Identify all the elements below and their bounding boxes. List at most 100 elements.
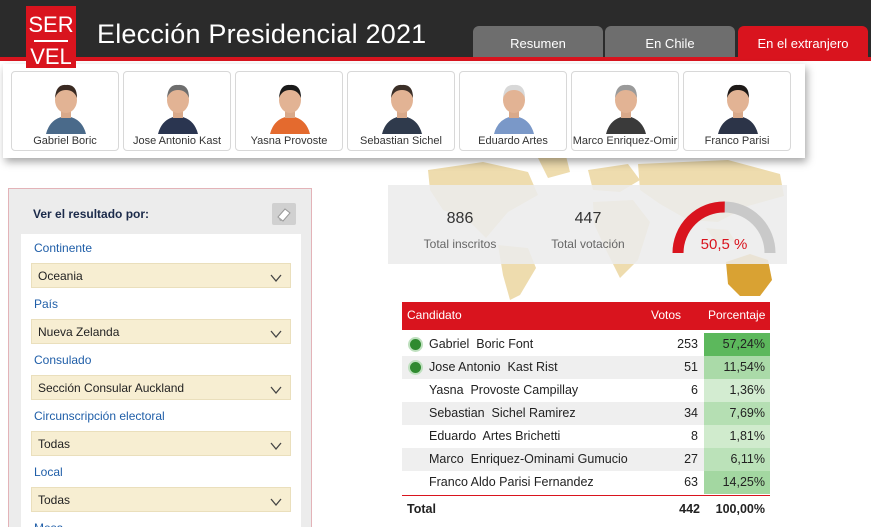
table-body: Gabriel Boric Font 253 57,24% Jose Antonio … [402,333,770,494]
candidate-photo [156,78,200,134]
table-row[interactable]: Jose Antonio Kast Rist 51 11,54% [402,356,770,379]
filter-label: Consulado [34,353,92,367]
candidate-card[interactable]: Gabriel Boric [11,71,119,151]
candidate-name: Eduardo Artes [478,135,548,147]
row-candidate-name: Franco Aldo Parisi Fernandez [429,475,594,489]
tab-resumen[interactable]: Resumen [473,26,603,57]
filter-selected-value: Oceania [38,269,83,283]
filter-label: Continente [34,241,93,255]
table-row[interactable]: Sebastian Sichel Ramirez 34 7,69% [402,402,770,425]
table-row[interactable]: Franco Aldo Parisi Fernandez 63 14,25% [402,471,770,494]
filter-panel: Ver el resultado por: Continente Oceania P… [8,188,312,527]
header-votes: Votos [651,308,682,322]
candidate-card[interactable]: Marco Enriquez-Omir [571,71,679,151]
table-row[interactable]: Eduardo Artes Brichetti 8 1,81% [402,425,770,448]
candidate-photo [604,78,648,134]
header-candidate: Candidato [407,308,462,322]
filter-dropdown[interactable]: Nueva Zelanda [31,319,291,344]
row-votes: 27 [684,452,698,466]
filter-selected-value: Sección Consular Auckland [38,381,185,395]
filter-selected-value: Todas [38,493,71,507]
row-percent: 11,54% [704,356,770,379]
status-dot-icon [408,360,423,375]
candidate-photo [716,78,760,134]
chevron-down-icon [269,325,283,339]
logo-text-bottom: VEL [30,44,72,69]
chevron-down-icon [269,493,283,507]
row-votes: 253 [677,337,698,351]
filter-label: Mesa [34,521,63,527]
filter-heading: Ver el resultado por: [33,207,150,221]
results-table: Candidato Votos Porcentaje Gabriel Boric… [402,302,770,521]
candidate-name: Yasna Provoste [250,135,328,147]
filter-dropdown[interactable]: Todas [31,431,291,456]
filter-dropdown[interactable]: Sección Consular Auckland [31,375,291,400]
row-candidate-name: Eduardo Artes Brichetti [429,429,561,443]
footer-label: Total [407,502,436,516]
participation-gauge: 50,5 % [672,201,776,254]
row-votes: 6 [691,383,698,397]
candidate-name: Gabriel Boric [33,135,97,147]
footer-votes: 442 [679,502,700,516]
map-greenland [538,156,570,178]
filter-list: Continente Oceania País Nueva Zelanda Consul… [21,234,301,527]
candidate-card[interactable]: Eduardo Artes [459,71,567,151]
table-row[interactable]: Yasna Provoste Campillay 6 1,36% [402,379,770,402]
map-oceania-highlight [726,254,772,296]
candidate-photo [380,78,424,134]
filter-dropdown[interactable]: Oceania [31,263,291,288]
chevron-down-icon [269,437,283,451]
top-header: Elección Presidencial 2021 Resumen En Ch… [0,0,871,57]
filter-selected-value: Nueva Zelanda [38,325,120,339]
row-votes: 51 [684,360,698,374]
total-votacion-value: 447 [574,210,602,227]
row-percent: 6,11% [704,448,770,471]
candidate-card[interactable]: Sebastian Sichel [347,71,455,151]
row-percent: 1,36% [704,379,770,402]
page-title: Elección Presidencial 2021 [97,19,427,49]
candidate-photo [492,78,536,134]
table-header: Candidato Votos Porcentaje [402,302,770,330]
row-candidate-name: Marco Enriquez-Ominami Gumucio [429,452,628,466]
table-row[interactable]: Marco Enriquez-Ominami Gumucio 27 6,11% [402,448,770,471]
eraser-icon[interactable] [272,203,296,225]
stats-panel: 886 Total inscritos 447 Total votación 5… [388,185,787,264]
candidate-name: Jose Antonio Kast [132,135,222,147]
row-candidate-name: Gabriel Boric Font [429,337,534,351]
filter-label: Local [34,465,63,479]
chevron-down-icon [269,269,283,283]
row-percent: 57,24% [704,333,770,356]
row-percent: 7,69% [704,402,770,425]
row-votes: 63 [684,475,698,489]
tab-en-el-extranjero[interactable]: En el extranjero [738,26,868,57]
row-candidate-name: Yasna Provoste Campillay [429,383,579,397]
gauge-fill [672,201,725,254]
chevron-down-icon [269,381,283,395]
candidate-card[interactable]: Franco Parisi [683,71,791,151]
status-dot-icon [408,337,423,352]
participation-percent: 50,5 % [701,236,748,253]
filter-selected-value: Todas [38,437,71,451]
candidate-card[interactable]: Jose Antonio Kast [123,71,231,151]
candidate-name: Sebastian Sichel [360,135,442,147]
total-inscritos-value: 886 [446,210,474,227]
table-row[interactable]: Gabriel Boric Font 253 57,24% [402,333,770,356]
tab-en-chile[interactable]: En Chile [605,26,735,57]
footer-percent: 100,00% [715,502,765,516]
filter-label: País [34,297,59,311]
table-footer: Total 442 100,00% [402,495,770,521]
candidate-photo [268,78,312,134]
filter-label: Circunscripción electoral [34,409,165,423]
header-percent: Porcentaje [708,308,766,322]
row-candidate-name: Jose Antonio Kast Rist [429,360,558,374]
candidate-card[interactable]: Yasna Provoste [235,71,343,151]
candidate-strip: Gabriel Boric Jose Antonio Kast Yasna Prov… [3,64,805,158]
row-percent: 14,25% [704,471,770,494]
candidate-name: Marco Enriquez-Omir [572,135,678,147]
row-votes: 8 [691,429,698,443]
filter-dropdown[interactable]: Todas [31,487,291,512]
total-inscritos-label: Total inscritos [423,237,497,251]
header-divider [0,57,871,61]
servel-logo: SER VEL [26,6,76,68]
